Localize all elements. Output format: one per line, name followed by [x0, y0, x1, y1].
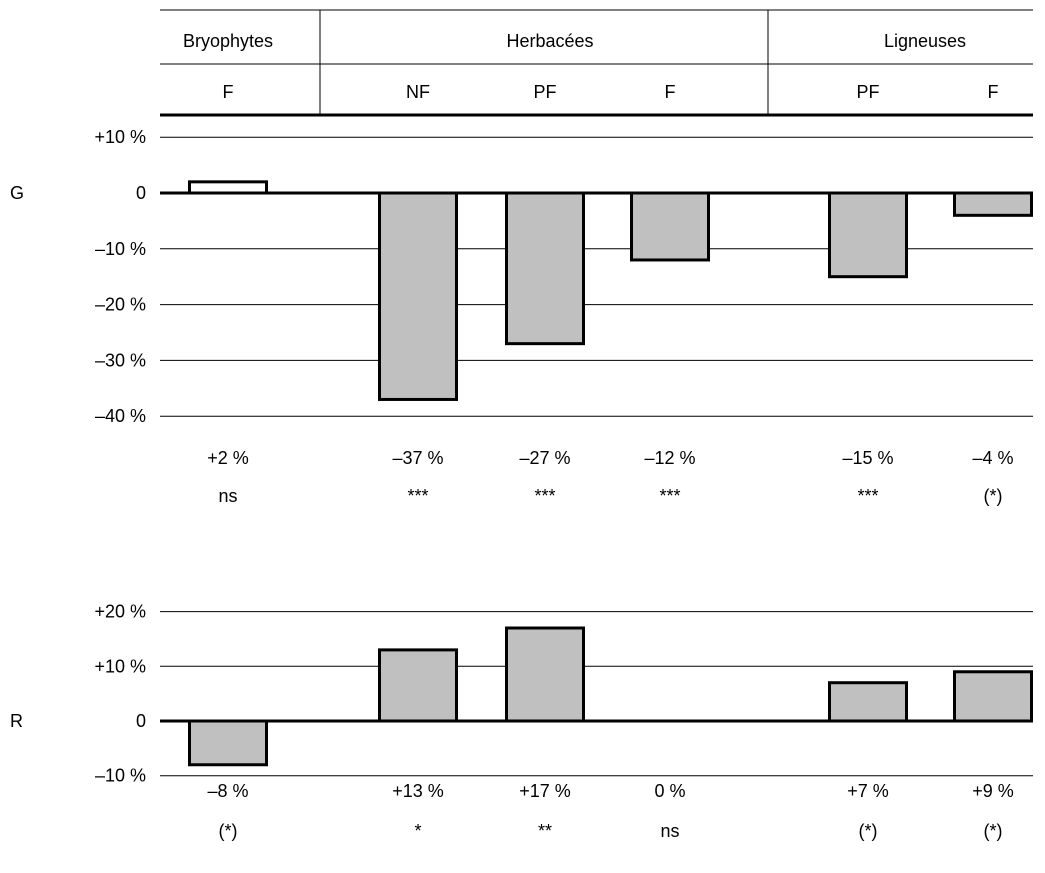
bar: [953, 191, 1033, 217]
bar: [630, 191, 710, 262]
data-label: +13 %: [392, 781, 444, 801]
significance-label: ns: [218, 486, 237, 506]
header-subgroup-6: F: [988, 82, 999, 102]
header-subgroup-2: NF: [406, 82, 430, 102]
y-tick-label: 0: [136, 183, 146, 203]
header-subgroup-5: PF: [856, 82, 879, 102]
significance-label: ns: [660, 821, 679, 841]
row-label: G: [10, 183, 24, 203]
bar: [505, 191, 585, 346]
header-subgroup-4: F: [665, 82, 676, 102]
data-label: –15 %: [842, 448, 893, 468]
bar: [828, 681, 908, 723]
header-group-ligneuses: Ligneuses: [884, 31, 966, 51]
header-subgroup-3: PF: [533, 82, 556, 102]
significance-label: ***: [857, 486, 878, 506]
data-label: –4 %: [972, 448, 1013, 468]
data-label: +9 %: [972, 781, 1014, 801]
data-label: –37 %: [392, 448, 443, 468]
y-tick-label: +10 %: [94, 656, 146, 676]
bar: [378, 191, 458, 401]
y-tick-label: –30 %: [95, 350, 146, 370]
bar: [953, 670, 1033, 723]
y-tick-label: +20 %: [94, 602, 146, 622]
header-table: Bryophytes Herbacées Ligneuses F NF PF F…: [160, 9, 1033, 117]
data-label: +2 %: [207, 448, 249, 468]
bar: [378, 648, 458, 723]
significance-label: **: [538, 821, 552, 841]
data-label: 0 %: [654, 781, 685, 801]
header-group-herbacees: Herbacées: [506, 31, 593, 51]
header-subgroup-1: F: [223, 82, 234, 102]
bar: [828, 191, 908, 279]
row-label: R: [10, 711, 23, 731]
y-tick-label: –10 %: [95, 239, 146, 259]
y-tick-label: –40 %: [95, 406, 146, 426]
data-label: –12 %: [644, 448, 695, 468]
y-tick-label: –20 %: [95, 295, 146, 315]
panel-r: +20 % +10 % 0 –10 % R –8 % +13 % +17 % 0 % +7 % +9…: [10, 602, 1033, 841]
significance-label: *: [414, 821, 421, 841]
y-tick-label: 0: [136, 711, 146, 731]
y-tick-label: –10 %: [95, 766, 146, 786]
significance-label: (*): [859, 821, 878, 841]
data-label: +7 %: [847, 781, 889, 801]
panel-g: +10 % 0 –10 % –20 % –30 % –40 % G +2 % –37 % –27 …: [10, 127, 1033, 506]
significance-label: (*): [984, 821, 1003, 841]
significance-label: (*): [984, 486, 1003, 506]
significance-label: ***: [659, 486, 680, 506]
bar: [188, 719, 268, 767]
significance-label: ***: [407, 486, 428, 506]
data-label: –27 %: [519, 448, 570, 468]
header-group-bryophytes: Bryophytes: [183, 31, 273, 51]
bar: [505, 626, 585, 723]
bar: [188, 180, 268, 195]
significance-label: ***: [534, 486, 555, 506]
significance-label: (*): [219, 821, 238, 841]
data-label: +17 %: [519, 781, 571, 801]
y-tick-label: +10 %: [94, 127, 146, 147]
data-label: –8 %: [207, 781, 248, 801]
